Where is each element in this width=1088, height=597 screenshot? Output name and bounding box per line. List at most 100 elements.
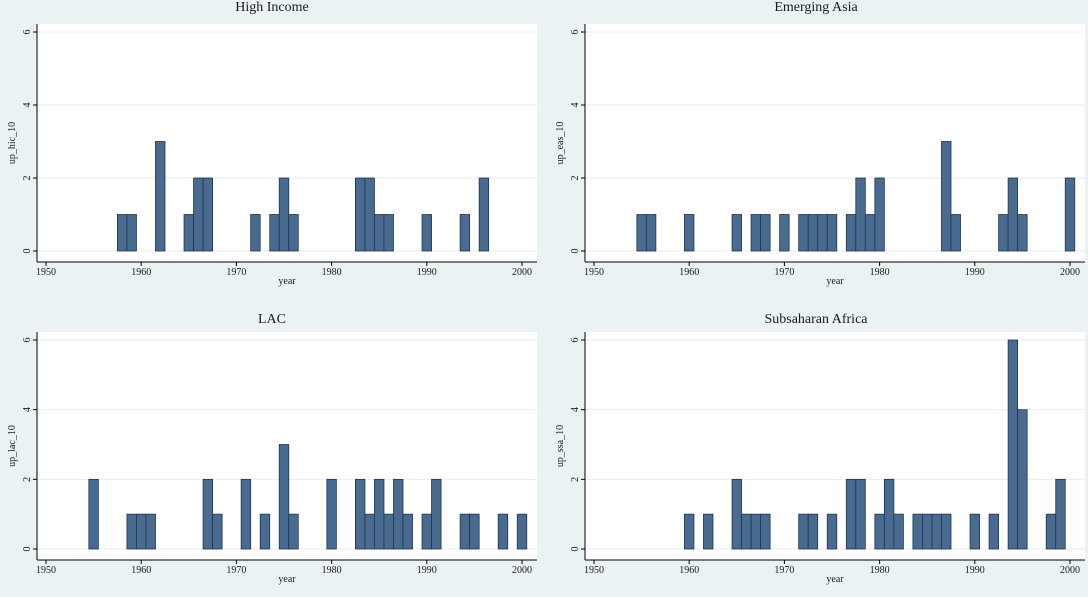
bar bbox=[117, 214, 128, 252]
bar bbox=[950, 214, 961, 252]
bar bbox=[855, 177, 866, 252]
panel-lac: 0 2 4 6 1950 1960 1970 1980 1990 2000 year up_lac_1… bbox=[0, 306, 544, 597]
bar bbox=[88, 478, 99, 550]
panel-subsaharan-africa: 0 2 4 6 1950 1960 1970 1980 1990 2000 year up_ssa_1… bbox=[544, 306, 1088, 597]
panel-high-income: 0 2 4 6 1950 1960 1970 1980 1990 2000 year up_hic_1… bbox=[0, 0, 544, 298]
y-axis-title: up_hic_10 bbox=[7, 122, 18, 164]
bar bbox=[278, 444, 290, 550]
bar bbox=[202, 478, 214, 550]
x-axis-title: year bbox=[826, 276, 844, 287]
bar bbox=[1007, 177, 1019, 252]
bar bbox=[478, 177, 490, 252]
bar bbox=[845, 478, 857, 550]
bar bbox=[421, 513, 432, 550]
x-tick-label: 1970 bbox=[774, 267, 794, 278]
bar bbox=[364, 177, 375, 252]
bar bbox=[459, 214, 471, 252]
bar bbox=[684, 513, 695, 550]
y-tick-label: 0 bbox=[570, 249, 581, 254]
bar bbox=[988, 513, 999, 550]
bar bbox=[817, 214, 828, 252]
chart-svg: 0 2 4 6 1950 1960 1970 1980 1990 2000 year up_ssa_1… bbox=[555, 332, 1085, 585]
bar bbox=[741, 513, 752, 550]
bar bbox=[912, 513, 923, 550]
y-tick-label: 4 bbox=[22, 103, 33, 108]
bar bbox=[250, 214, 261, 252]
x-tick-label: 1990 bbox=[965, 565, 985, 576]
bar bbox=[288, 513, 299, 550]
bar bbox=[1017, 214, 1028, 252]
x-tick-label: 1970 bbox=[226, 565, 246, 576]
x-axis-title: year bbox=[278, 574, 296, 585]
bar bbox=[826, 214, 838, 252]
bar bbox=[874, 177, 885, 252]
bar bbox=[969, 513, 980, 550]
x-tick-label: 2000 bbox=[512, 267, 532, 278]
y-tick-label: 4 bbox=[570, 103, 581, 108]
chart-svg: 0 2 4 6 1950 1960 1970 1980 1990 2000 year up_hic_1… bbox=[7, 24, 537, 287]
bar bbox=[941, 141, 952, 252]
bar bbox=[364, 513, 375, 550]
bar bbox=[193, 177, 204, 252]
x-tick-label: 1950 bbox=[36, 267, 56, 278]
bar bbox=[278, 177, 290, 252]
bar bbox=[402, 513, 413, 550]
bar bbox=[421, 214, 432, 252]
bar bbox=[383, 513, 394, 550]
bar bbox=[760, 214, 771, 252]
y-tick-label: 2 bbox=[570, 477, 581, 482]
x-tick-label: 1950 bbox=[584, 267, 604, 278]
bar bbox=[798, 513, 809, 550]
bar bbox=[259, 513, 271, 550]
bar bbox=[922, 513, 933, 550]
x-tick-label: 1980 bbox=[322, 565, 342, 576]
y-tick-label: 6 bbox=[570, 30, 581, 35]
bar bbox=[374, 478, 385, 550]
bar bbox=[516, 513, 528, 550]
y-tick-label: 4 bbox=[570, 407, 581, 412]
x-tick-label: 2000 bbox=[1060, 267, 1080, 278]
bar bbox=[760, 513, 771, 550]
bar bbox=[998, 214, 1009, 252]
bar bbox=[941, 513, 952, 550]
x-tick-label: 1950 bbox=[584, 565, 604, 576]
bar bbox=[183, 214, 194, 252]
y-tick-label: 6 bbox=[22, 338, 33, 343]
bar bbox=[931, 513, 942, 550]
bar bbox=[431, 478, 442, 550]
x-tick-label: 2000 bbox=[1060, 565, 1080, 576]
bar bbox=[288, 214, 299, 252]
bar bbox=[1045, 513, 1057, 550]
bar bbox=[807, 513, 819, 550]
chart-svg: 0 2 4 6 1950 1960 1970 1980 1990 2000 year up_lac_1… bbox=[7, 332, 537, 585]
bar bbox=[145, 513, 156, 550]
bar bbox=[1064, 177, 1076, 252]
bar bbox=[212, 513, 223, 550]
panel-emerging-asia: 0 2 4 6 1950 1960 1970 1980 1990 2000 year up_eas_1… bbox=[544, 0, 1088, 298]
bar bbox=[855, 478, 866, 550]
x-tick-label: 1970 bbox=[226, 267, 246, 278]
y-axis-title: up_eas_10 bbox=[555, 122, 566, 165]
bar bbox=[269, 214, 280, 252]
bar bbox=[731, 214, 742, 252]
y-tick-label: 4 bbox=[22, 407, 33, 412]
bar bbox=[136, 513, 147, 550]
x-axis-title: year bbox=[278, 276, 296, 287]
x-tick-label: 1960 bbox=[679, 267, 699, 278]
bar bbox=[1007, 339, 1019, 550]
panel-title: Emerging Asia bbox=[774, 0, 858, 15]
bar bbox=[750, 214, 762, 252]
panel-title: Subsaharan Africa bbox=[764, 312, 868, 327]
bar bbox=[326, 478, 337, 550]
bar bbox=[636, 214, 647, 252]
y-tick-label: 2 bbox=[22, 477, 33, 482]
bar bbox=[731, 478, 742, 550]
x-tick-label: 1960 bbox=[679, 565, 699, 576]
bar bbox=[845, 214, 857, 252]
bar bbox=[893, 513, 904, 550]
y-tick-label: 0 bbox=[570, 547, 581, 552]
panel-title: LAC bbox=[258, 312, 286, 327]
bar bbox=[807, 214, 819, 252]
bar bbox=[240, 478, 252, 550]
